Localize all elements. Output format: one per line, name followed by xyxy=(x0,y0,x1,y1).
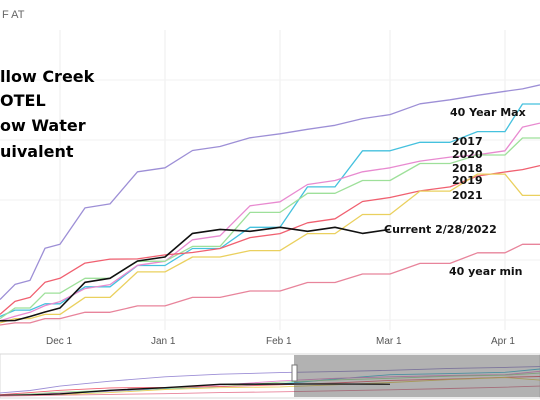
navigator-handle-left[interactable] xyxy=(291,364,298,382)
series-lines xyxy=(0,84,540,326)
corner-label: F AT xyxy=(2,9,25,21)
series-line-2021 xyxy=(0,173,540,324)
x-tick-label: Apr 1 xyxy=(491,336,515,347)
series-line-2018 xyxy=(0,137,540,320)
range-navigator[interactable] xyxy=(0,353,540,399)
series-label-2020: 2020 xyxy=(452,148,483,161)
title-line-4: uivalent xyxy=(0,142,74,161)
gridlines xyxy=(0,30,540,330)
chart-title: llow Creek OTEL ow Water uivalent xyxy=(0,67,95,161)
x-tick-label: Jan 1 xyxy=(151,336,176,347)
x-axis-ticks: Dec 1 Jan 1 Feb 1 Mar 1 Apr 1 xyxy=(46,336,515,347)
navigator-lines xyxy=(0,366,540,397)
x-tick-label: Mar 1 xyxy=(376,336,402,347)
series-label-current-2-28-2022: Current 2/28/2022 xyxy=(384,223,497,236)
series-line-2020 xyxy=(0,122,540,322)
series-label-2019: 2019 xyxy=(452,174,483,187)
series-label-40-year-max: 40 Year Max xyxy=(450,106,526,119)
series-label-2018: 2018 xyxy=(452,162,483,175)
title-line-3: ow Water xyxy=(0,116,86,135)
title-line-1: llow Creek xyxy=(0,67,95,86)
series-label-2021: 2021 xyxy=(452,189,483,202)
series-line-2017 xyxy=(0,103,540,318)
navigator-line xyxy=(0,385,540,397)
series-line-40-year-min xyxy=(0,243,540,326)
series-line-2019 xyxy=(0,164,540,315)
series-label-2017: 2017 xyxy=(452,135,483,148)
navigator-line xyxy=(0,366,540,394)
series-line-40-year-max xyxy=(0,84,540,300)
navigator-line xyxy=(0,383,391,397)
x-tick-label: Dec 1 xyxy=(46,336,73,347)
series-line-current-2-28-2022 xyxy=(0,226,391,322)
navigator-line xyxy=(0,370,540,396)
navigator-selection[interactable] xyxy=(294,355,540,397)
title-line-2: OTEL xyxy=(0,91,46,110)
series-label-40-year-min: 40 year min xyxy=(449,265,523,278)
x-tick-label: Feb 1 xyxy=(266,336,292,347)
